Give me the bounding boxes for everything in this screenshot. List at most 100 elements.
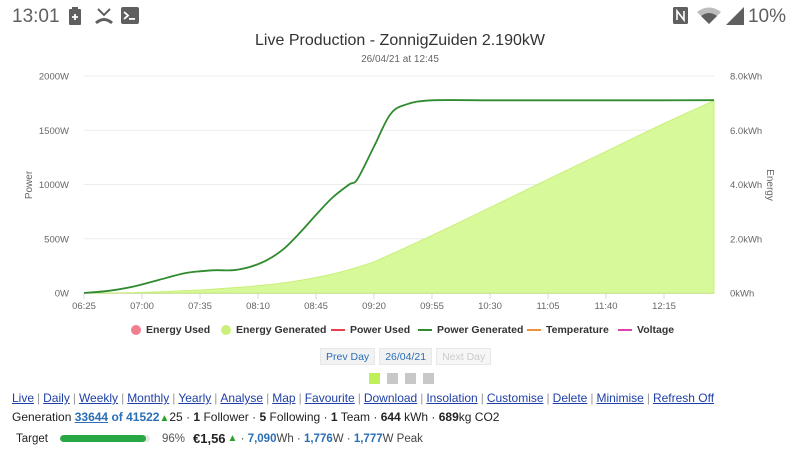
svg-text:08:45: 08:45 <box>304 301 328 312</box>
terminal-icon <box>121 7 139 29</box>
link-weekly[interactable]: Weekly <box>78 391 119 405</box>
link-customise[interactable]: Customise <box>486 391 544 405</box>
svg-text:1000W: 1000W <box>39 180 69 191</box>
energy-used-dot-icon <box>131 325 141 335</box>
svg-text:11:05: 11:05 <box>536 301 559 312</box>
teams-label[interactable]: Team <box>340 410 371 424</box>
separator: | <box>72 391 76 405</box>
chart-subtitle: 26/04/21 at 12:45 <box>361 54 439 65</box>
legend-label: Power Generated <box>437 324 524 336</box>
svg-text:6.0kWh: 6.0kWh <box>730 126 762 137</box>
separator: | <box>121 391 125 405</box>
link-delete[interactable]: Delete <box>552 391 588 405</box>
legend-label: Energy Used <box>146 324 211 336</box>
rank-change: 25 <box>169 410 183 424</box>
generation-total: of 41522 <box>111 410 160 424</box>
svg-text:1500W: 1500W <box>39 126 69 137</box>
link-insolation[interactable]: Insolation <box>426 391 478 405</box>
svg-text:07:00: 07:00 <box>130 301 154 312</box>
battery-percentage: 10% <box>747 6 786 27</box>
legend-label: Voltage <box>637 324 675 336</box>
pager-page-2[interactable] <box>387 373 398 384</box>
following-count: 5 <box>259 410 267 424</box>
energy-unit: Wh <box>276 432 294 445</box>
link-map[interactable]: Map <box>272 391 296 405</box>
svg-text:09:20: 09:20 <box>362 301 386 312</box>
link-live[interactable]: Live <box>12 391 35 405</box>
teams-count: 1 <box>330 410 338 424</box>
legend-label: Power Used <box>350 324 411 336</box>
svg-text:10:30: 10:30 <box>478 301 502 312</box>
following-label[interactable]: Following <box>269 410 321 424</box>
separator: | <box>298 391 302 405</box>
legend-voltage[interactable]: Voltage <box>618 324 674 336</box>
separator: | <box>172 391 176 405</box>
generation-label: Generation <box>12 410 72 424</box>
power-generated-line <box>83 99 715 294</box>
link-download[interactable]: Download <box>363 391 418 405</box>
followers-count: 1 <box>193 410 201 424</box>
target-percent: 96% <box>161 432 185 445</box>
missed-call-icon <box>94 7 114 30</box>
current-date-button[interactable]: 26/04/21 <box>379 348 433 365</box>
separator: | <box>420 391 424 405</box>
pager-page-1[interactable] <box>369 373 380 384</box>
separator: | <box>590 391 594 405</box>
svg-text:2.0kWh: 2.0kWh <box>730 234 762 245</box>
legend-label: Temperature <box>546 324 609 336</box>
svg-text:0kWh: 0kWh <box>730 289 754 300</box>
generation-rank-link[interactable]: 33644 <box>74 410 109 424</box>
svg-text:11:40: 11:40 <box>594 301 617 312</box>
link-daily[interactable]: Daily <box>43 391 70 405</box>
co2-unit: kg CO2 <box>458 410 500 424</box>
separator: | <box>37 391 41 405</box>
link-minimise[interactable]: Minimise <box>596 391 644 405</box>
power-value: 1,776 <box>303 432 333 445</box>
prev-day-button[interactable]: Prev Day <box>320 348 376 365</box>
link-yearly[interactable]: Yearly <box>178 391 212 405</box>
legend-energy-generated[interactable]: Energy Generated <box>221 324 326 336</box>
separator: | <box>546 391 550 405</box>
link-monthly[interactable]: Monthly <box>127 391 170 405</box>
pager-page-3[interactable] <box>405 373 416 384</box>
peak-value: 1,777 <box>353 432 383 445</box>
target-progress-fill <box>59 435 147 442</box>
y-axis-right: 0kWh 2.0kWh 4.0kWh 6.0kWh 8.0kWh <box>730 72 762 300</box>
y-axis-left: 0W 500W 1000W 1500W 2000W <box>39 72 69 300</box>
chart-title: Live Production - ZonnigZuiden 2.190kW <box>255 32 545 49</box>
kwh-value: 644 <box>380 410 401 424</box>
energy-generated-dot-icon <box>221 325 231 335</box>
status-time: 13:01 <box>12 6 60 27</box>
separator: | <box>214 391 218 405</box>
legend-energy-used[interactable]: Energy Used <box>131 324 210 336</box>
legend-temperature[interactable]: Temperature <box>527 324 609 336</box>
nfc-icon <box>673 7 688 29</box>
separator: | <box>646 391 650 405</box>
energy-generated-area <box>83 99 715 294</box>
svg-text:0W: 0W <box>55 289 69 300</box>
power-generated-line-icon <box>418 329 432 331</box>
separator: | <box>357 391 361 405</box>
rank-up-arrow-icon: ▲ <box>159 413 170 424</box>
svg-text:12:15: 12:15 <box>652 301 676 312</box>
legend-label: Energy Generated <box>236 324 327 336</box>
legend-power-used[interactable]: Power Used <box>331 324 410 336</box>
pager-page-4[interactable] <box>423 373 434 384</box>
link-analyse[interactable]: Analyse <box>220 391 264 405</box>
next-day-button: Next Day <box>436 348 492 365</box>
link-refresh-off[interactable]: Refresh Off <box>652 391 715 405</box>
production-chart[interactable]: 0W 500W 1000W 1500W 2000W 0kWh 2.0kWh 4.0kWh 6.… <box>0 60 800 320</box>
power-used-line-icon <box>331 329 345 331</box>
battery-charging-icon <box>69 7 81 30</box>
svg-text:8.0kWh: 8.0kWh <box>730 72 762 83</box>
day-navigation: Prev Day 26/04/21 Next Day <box>320 348 492 365</box>
power-unit: W <box>332 432 344 445</box>
svg-text:06:25: 06:25 <box>72 301 96 312</box>
followers-label[interactable]: Follower <box>203 410 249 424</box>
peak-unit: W Peak <box>382 432 423 445</box>
legend-power-generated[interactable]: Power Generated <box>418 324 523 336</box>
svg-text:09:55: 09:55 <box>420 301 444 312</box>
link-favourite[interactable]: Favourite <box>304 391 355 405</box>
status-bar: 13:01 10% <box>0 0 800 32</box>
chart-legend: Energy Used Energy Generated Power Used … <box>0 324 800 340</box>
